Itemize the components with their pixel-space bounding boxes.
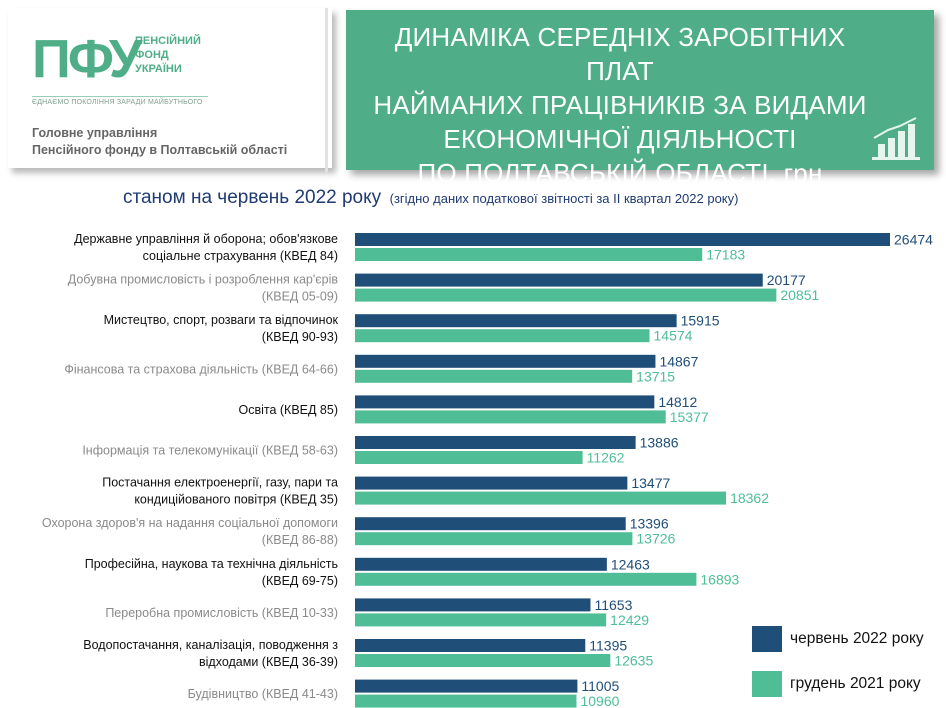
title-line: ПО ПОЛТАВСЬКІЙ ОБЛАСТІ, грн: [417, 158, 823, 188]
bar-dec-2021: [355, 288, 777, 302]
value-label-dec-2021: 20851: [780, 287, 819, 303]
value-label-june-2022: 11653: [594, 597, 632, 613]
bar-june-2022: [355, 314, 677, 328]
logo-name: ПЕНСІЙНИЙ ФОНД УКРАЇНИ: [135, 34, 225, 76]
legend-label-june-2022: червень 2022 року: [790, 630, 924, 647]
value-label-june-2022: 14812: [658, 394, 697, 410]
category-label: відходами (КВЕД 36-39): [199, 655, 338, 669]
value-label-dec-2021: 11262: [587, 450, 625, 466]
bar-dec-2021: [355, 654, 611, 667]
bar-dec-2021: [355, 613, 607, 627]
legend-swatch-june-2022: [752, 626, 782, 652]
organization-name: Головне управління Пенсійного фонду в По…: [32, 125, 287, 159]
category-label: Охорона здоров'я на надання соціальної д…: [42, 516, 338, 530]
bar-june-2022: [355, 517, 626, 531]
value-label-dec-2021: 13715: [636, 368, 675, 384]
title-banner: ДИНАМІКА СЕРЕДНІХ ЗАРОБІТНИХ ПЛАТ НАЙМАН…: [346, 10, 934, 188]
value-label-june-2022: 13396: [630, 516, 669, 532]
value-label-june-2022: 13477: [631, 475, 670, 491]
value-label-june-2022: 12463: [611, 556, 650, 572]
bar-june-2022: [355, 233, 890, 246]
title-line: ДИНАМІКА СЕРЕДНІХ ЗАРОБІТНИХ ПЛАТ: [394, 22, 846, 86]
bar-june-2022: [355, 557, 607, 571]
value-label-june-2022: 13886: [640, 435, 679, 451]
bar-june-2022: [355, 639, 586, 652]
value-label-dec-2021: 17183: [706, 247, 745, 263]
value-label-dec-2021: 14574: [654, 328, 693, 344]
category-label: Будівництво (КВЕД 41-43): [188, 687, 338, 701]
bar-dec-2021: [355, 532, 633, 546]
organization-name-line: Пенсійного фонду в Полтавській області: [32, 143, 288, 157]
category-label: Добувна промисловість і розроблення кар'…: [68, 273, 339, 287]
value-label-june-2022: 20177: [767, 272, 806, 288]
category-label: Переробна промисловість (КВЕД 10-33): [105, 606, 338, 620]
value-label-june-2022: 26474: [894, 232, 933, 248]
value-label-dec-2021: 18362: [730, 490, 769, 506]
value-label-june-2022: 14867: [659, 353, 698, 369]
growth-chart-icon: [872, 117, 920, 160]
category-label: соціальне страхування (КВЕД 84): [143, 249, 338, 263]
chart-title: ДИНАМІКА СЕРЕДНІХ ЗАРОБІТНИХ ПЛАТ НАЙМАН…: [360, 20, 880, 190]
bar-june-2022: [355, 679, 578, 693]
category-label: Професійна, наукова та технічна діяльніс…: [85, 557, 338, 571]
organization-name-line: Головне управління: [32, 126, 158, 140]
bar-dec-2021: [355, 572, 697, 586]
value-label-dec-2021: 12429: [610, 612, 649, 628]
title-line: НАЙМАНИХ ПРАЦІВНИКІВ ЗА ВИДАМИ: [373, 90, 867, 120]
category-label: (КВЕД 69-75): [262, 574, 338, 588]
header-logo-panel: ПФУ ПЕНСІЙНИЙ ФОНД УКРАЇНИ ЄДНАЄМО ПОКОЛ…: [8, 8, 332, 168]
legend-swatch-dec-2021: [752, 671, 782, 697]
category-label: (КВЕД 90-93): [262, 330, 338, 344]
logo-name-line: ПЕНСІЙНИЙ: [135, 35, 201, 47]
bar-dec-2021: [355, 369, 633, 383]
category-label: Постачання електроенергії, газу, пари та: [102, 476, 338, 490]
value-label-june-2022: 11005: [581, 678, 619, 694]
bar-dec-2021: [355, 329, 650, 343]
logo-name-line: УКРАЇНИ: [135, 63, 182, 75]
bar-dec-2021: [355, 410, 666, 424]
category-label: (КВЕД 86-88): [262, 533, 338, 547]
header-separator: [325, 8, 328, 172]
category-label: Мистецтво, спорт, розваги та відпочинок: [104, 313, 339, 327]
subtitle-note: (згідно даних податкової звітності за ІІ…: [389, 191, 739, 206]
value-label-dec-2021: 12635: [614, 653, 653, 669]
pfu-logo-mark: ПФУ: [32, 29, 142, 89]
value-label-dec-2021: 16893: [700, 571, 739, 587]
value-label-june-2022: 15915: [681, 313, 720, 329]
category-label: (КВЕД 05-09): [262, 290, 338, 304]
bar-dec-2021: [355, 248, 703, 261]
bar-june-2022: [355, 395, 655, 409]
value-label-june-2022: 11395: [589, 638, 627, 654]
logo-divider: [32, 96, 208, 97]
value-label-dec-2021: 13726: [636, 531, 675, 547]
bar-june-2022: [355, 273, 763, 287]
bar-june-2022: [355, 436, 636, 449]
logo-name-line: ФОНД: [135, 49, 169, 61]
value-label-dec-2021: 10960: [580, 693, 619, 708]
subtitle-main: станом на червень 2022 року: [123, 187, 382, 208]
legend-label-dec-2021: грудень 2021 року: [790, 675, 921, 692]
category-label: Державне управління й оборона; обов'язко…: [74, 232, 338, 246]
category-label: Фінансова та страхова діяльність (КВЕД 6…: [64, 362, 338, 376]
value-label-dec-2021: 15377: [670, 409, 709, 425]
title-line: ЕКОНОМІЧНОЇ ДІЯЛЬНОСТІ: [443, 124, 797, 154]
chart-subtitle: станом на червень 2022 року (згідно дани…: [123, 187, 738, 209]
bar-dec-2021: [355, 491, 727, 505]
bar-june-2022: [355, 476, 628, 490]
category-label: Освіта (КВЕД 85): [238, 403, 338, 417]
bar-dec-2021: [355, 694, 577, 708]
bar-june-2022: [355, 354, 656, 368]
category-label: кондиційованого повітря (КВЕД 35): [134, 493, 338, 507]
logo-slogan: ЄДНАЄМО ПОКОЛІННЯ ЗАРАДИ МАЙБУТНЬОГО: [32, 99, 203, 106]
category-label: Інформація та телекомунікації (КВЕД 58-6…: [82, 444, 338, 458]
bar-dec-2021: [355, 451, 583, 464]
bar-june-2022: [355, 598, 591, 612]
category-label: Водопостачання, каналізація, поводження …: [83, 638, 338, 652]
